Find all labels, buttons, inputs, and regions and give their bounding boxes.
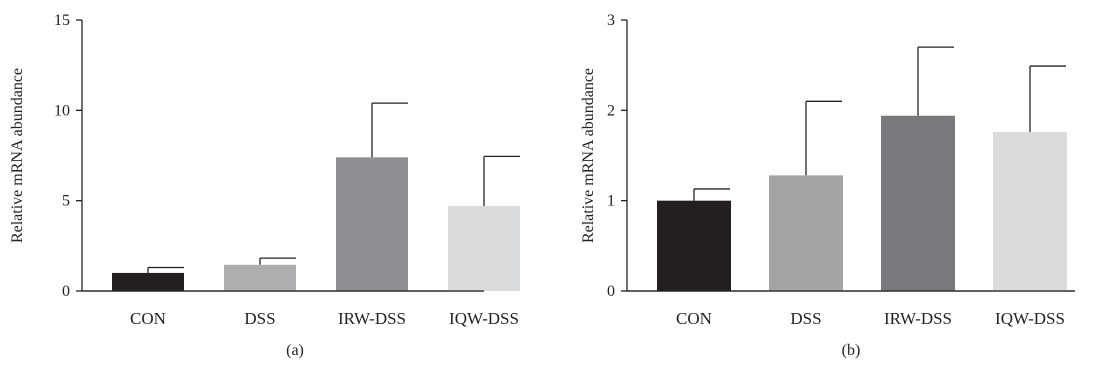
panel-label: (b) [842,342,861,359]
y-tick-label: 0 [62,283,70,300]
y-tick-label: 2 [607,102,615,119]
bar-con [112,272,184,291]
y-tick-label: 1 [607,193,615,210]
x-tick-label: DSS [790,309,821,328]
y-tick-label: 5 [62,193,70,210]
y-axis-label: Relative mRNA abundance [9,68,26,243]
y-axis-label: Relative mRNA abundance [580,68,597,243]
x-tick-label: CON [676,309,712,328]
panel-a: 0 5 10 15 Relative mRNA abundance CON DSS IRW-D… [9,12,520,359]
panel-label: (a) [286,342,304,359]
bar-dss [769,175,843,291]
y-tick-label: 15 [54,12,70,29]
x-tick-label: CON [130,309,166,328]
bar-iqw-dss [993,132,1067,291]
x-tick-label: IQW-DSS [995,309,1065,328]
x-tick-label: IRW-DSS [884,309,952,328]
x-tick-label: IQW-DSS [449,309,519,328]
y-tick-label: 10 [54,102,70,119]
y-tick-label: 3 [607,12,615,29]
x-tick-label: IRW-DSS [338,309,406,328]
panel-b: 0 1 2 3 Relative mRNA abundance CON DSS IRW-DSS… [580,12,1075,359]
bar-irw-dss [336,157,408,291]
bar-dss [224,264,296,291]
bar-irw-dss [881,115,955,292]
y-tick-label: 0 [607,283,615,300]
bar-iqw-dss [448,206,520,291]
x-tick-label: DSS [244,309,275,328]
bar-con [657,200,731,291]
